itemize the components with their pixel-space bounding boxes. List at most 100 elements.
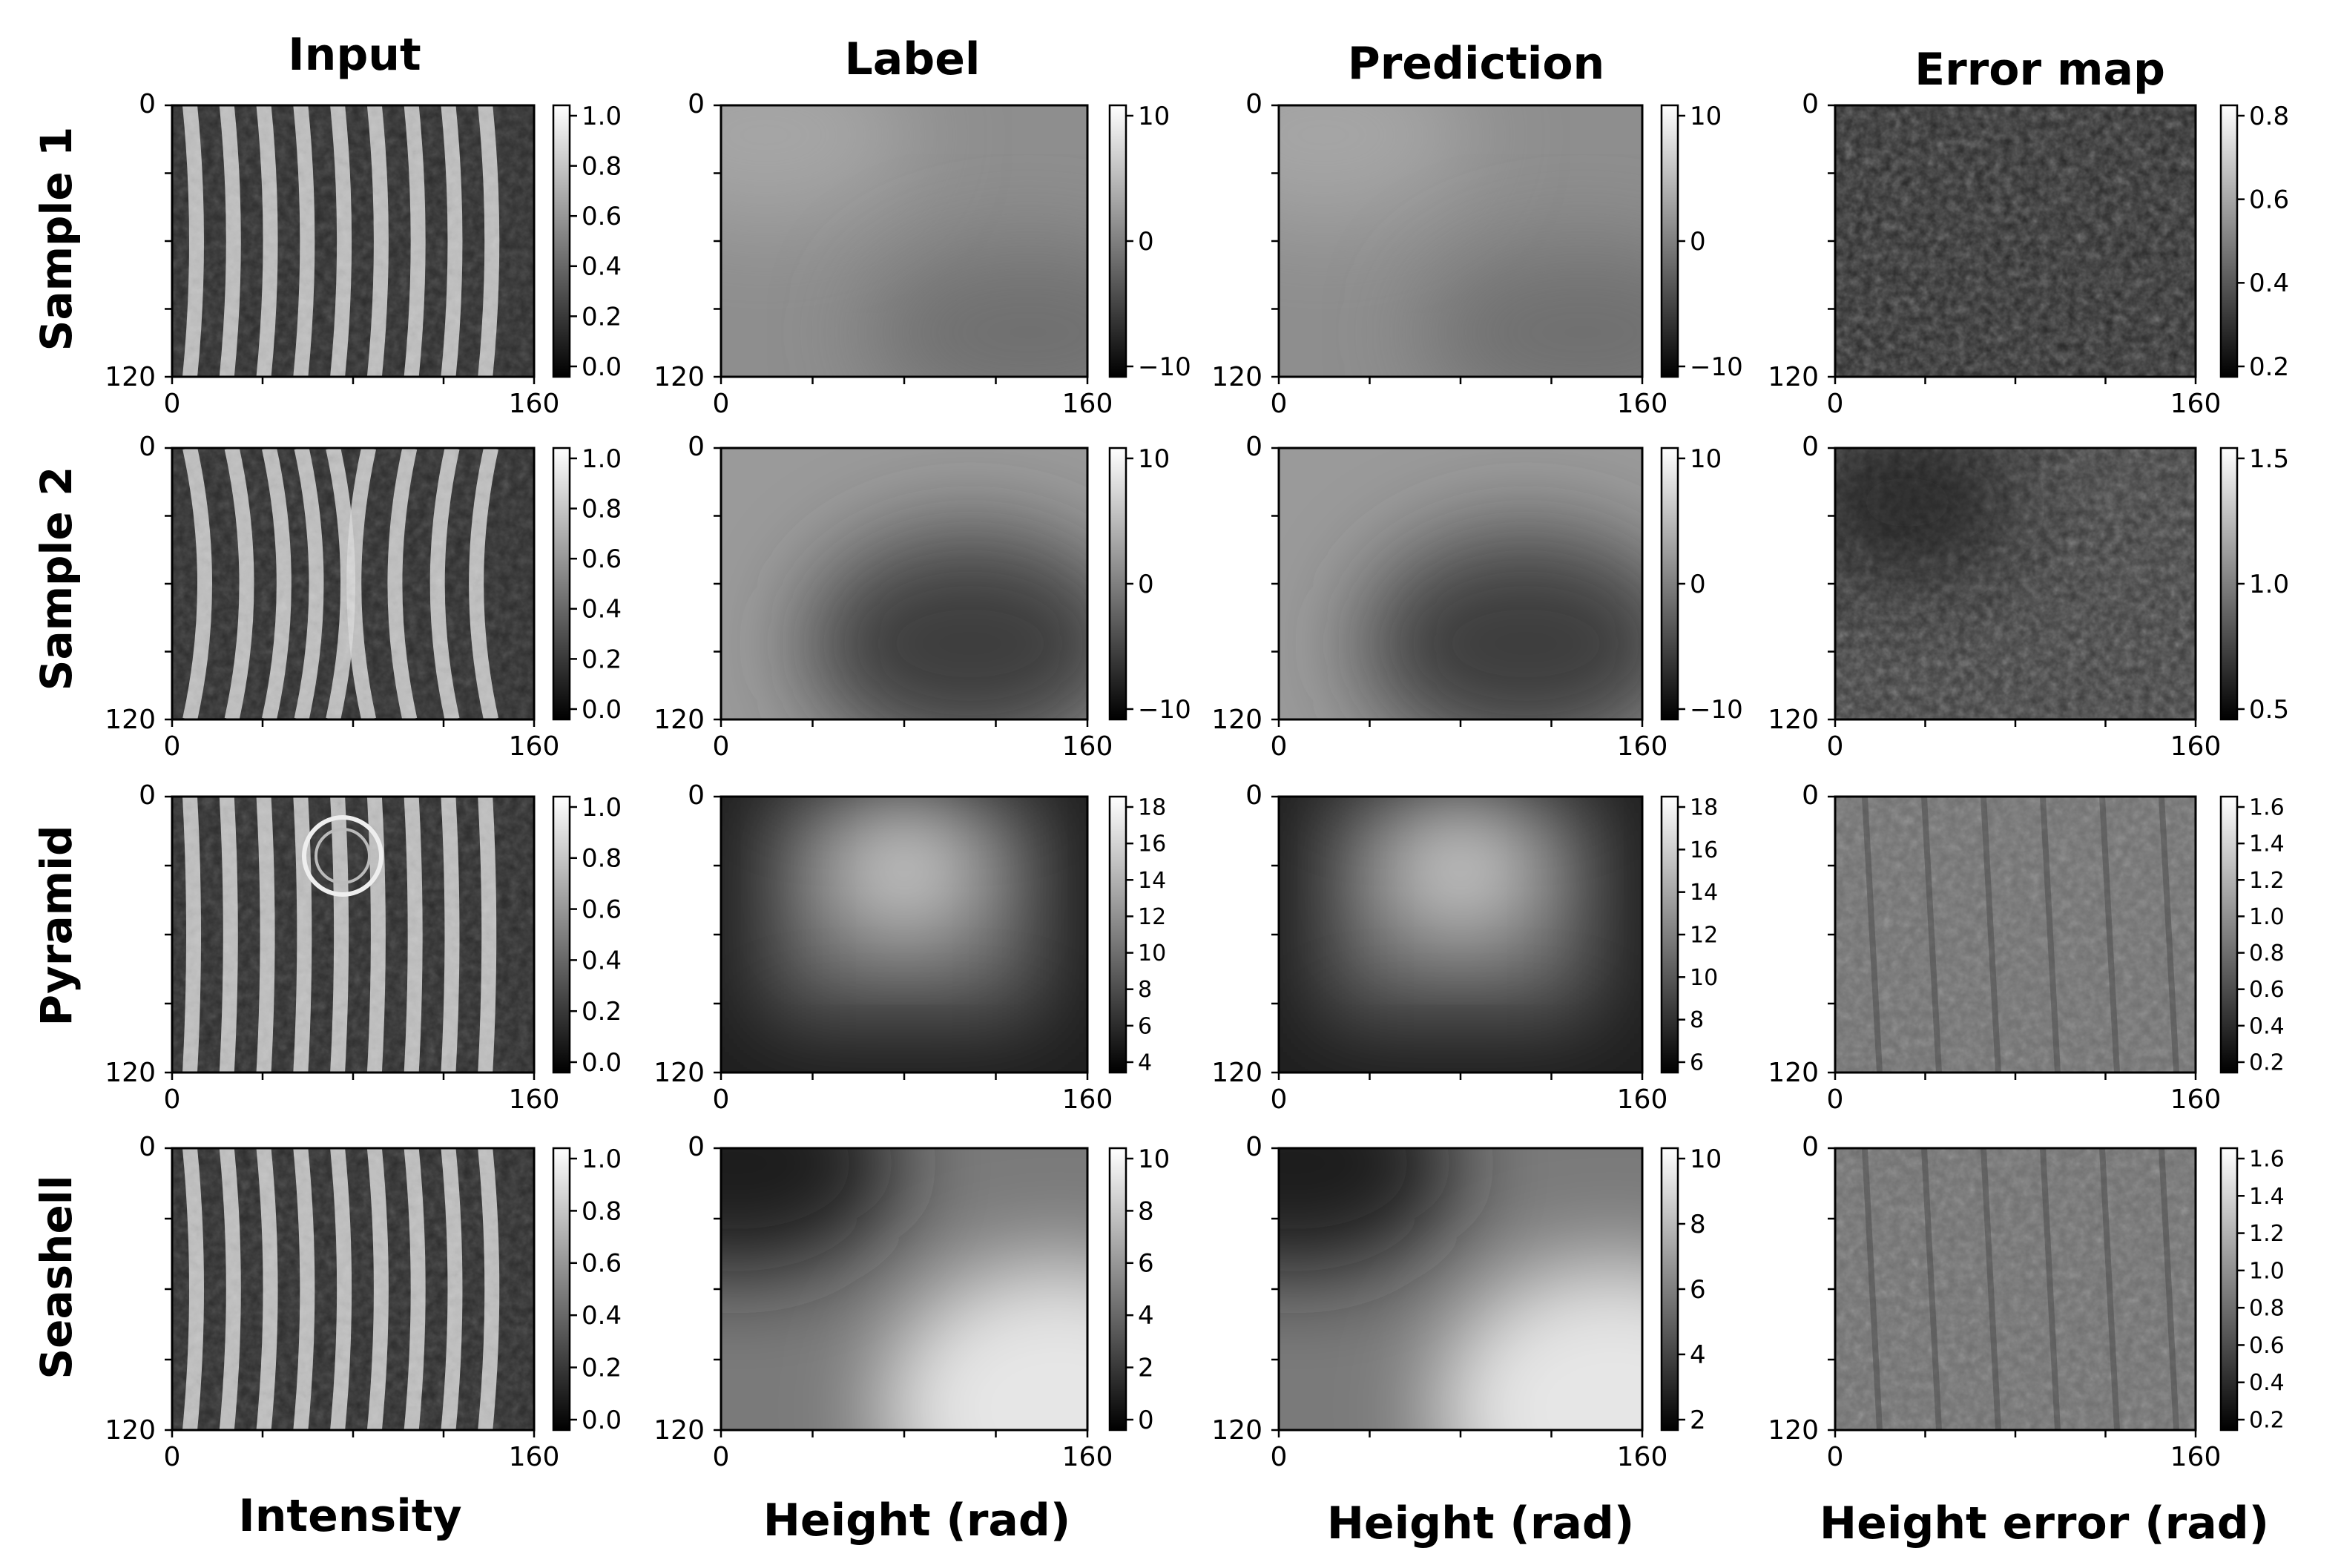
colorbar-tick-label: 0.4 [582,946,622,975]
colorbar-tick-label: 12 [1690,923,1718,949]
colorbar-tick-label: 1.0 [582,793,622,823]
colorbar-sample1-label: 10 0 −10 [1108,102,1191,382]
colorbar-tick-label: 0.6 [2249,185,2289,215]
colorbar-tick-label: 12 [1138,904,1166,930]
x-tick-label: 0 [164,731,181,762]
colorbar-tick-label: 1.5 [2249,444,2289,474]
colorbar-tick-label: 10 [1690,1144,1722,1174]
colorbar-sample1-error: 0.8 0.6 0.4 0.2 [2219,102,2289,382]
colorbar-tick-label: 0.0 [582,1048,622,1078]
colorbar-tick-label: 8 [1690,1210,1706,1239]
x-tick-label: 0 [713,1084,730,1115]
x-tick-label: 0 [164,1442,181,1472]
y-tick-label: 0 [1245,432,1262,462]
colorbar-pyramid-prediction: 18 16 14 12 10 8 6 [1660,795,1718,1076]
y-tick-label: 120 [653,1058,705,1088]
colorbar-tick-label: 6 [1690,1050,1704,1076]
y-tick-label: 120 [1768,362,1819,392]
column-title-input: Input [288,29,421,81]
colorbar-pyramid-error: 1.6 1.4 1.2 1.0 0.8 0.6 0.4 0.2 [2219,795,2285,1076]
colorbar-tick-label: 0.6 [582,202,622,231]
column-title-label: Label [844,33,981,85]
x-tick-label: 0 [164,389,181,419]
x-tick-label: 160 [1062,389,1113,419]
x-tick-label: 0 [713,1442,730,1472]
colorbar-tick-label: 4 [1138,1301,1154,1331]
colorbar-tick-label: 1.6 [2249,1147,2285,1173]
panel-pyramid-error: 0 160 0 120 1.6 1.4 1.2 1.0 0.8 0.6 0.4 0.2 [1768,780,2284,1115]
y-tick-label: 120 [1768,1415,1819,1446]
y-tick-label: 120 [1211,705,1262,735]
y-tick-label: 0 [139,780,156,811]
colorbar-tick-label: 16 [1138,831,1166,857]
x-tick-label: 0 [164,1084,181,1115]
x-tick-label: 160 [1617,1084,1668,1115]
colorbar-tick-label: 0.5 [2249,695,2289,725]
colorbar-seashell-prediction: 10 8 6 4 2 [1660,1144,1722,1435]
colorbar-tick-label: 1.0 [2249,1258,2285,1284]
panel-sample1-input: 0 160 0 120 1.0 0.8 0.6 0.4 0.2 0.0 [105,89,622,419]
colorbar-tick-label: 1.0 [2249,904,2285,930]
colorbar-tick-label: 0 [1690,227,1706,257]
panel-sample1-label: 0 160 0 120 10 0 −10 [653,89,1191,419]
colorbar-tick-label: 10 [1690,965,1718,991]
column-title-error-map: Error map [1914,44,2165,96]
colorbar-tick-label: 4 [1690,1340,1706,1370]
colorbar-tick-label: 0.0 [582,695,622,725]
panel-pyramid-prediction: 0 160 0 120 18 16 14 12 10 8 6 [1211,780,1718,1115]
y-tick-label: 0 [688,432,705,462]
x-tick-label: 160 [1062,731,1113,762]
x-tick-label: 0 [1827,1442,1844,1472]
colorbar-tick-label: 0 [1138,1406,1154,1435]
y-tick-label: 0 [688,1132,705,1162]
x-tick-label: 160 [509,1442,560,1472]
colorbar-tick-label: 0.8 [2249,102,2289,131]
y-tick-label: 120 [653,362,705,392]
colorbar-tick-label: 1.0 [582,444,622,474]
x-tick-label: 160 [509,1084,560,1115]
colorbar-tick-label: 0.0 [582,1406,622,1435]
colorbar-tick-label: 8 [1138,977,1152,1003]
panel-seashell-error: 0 160 0 120 1.6 1.4 1.2 1.0 0.8 0.6 0.4 0.2 [1768,1132,2284,1472]
x-tick-label: 0 [1271,1084,1288,1115]
colorbar-tick-label: 10 [1690,102,1722,131]
colorbar-tick-label: 6 [1690,1275,1706,1305]
colorbar-tick-label: 0.6 [582,1249,622,1279]
y-tick-label: 120 [105,362,156,392]
colorbar-tick-label: 10 [1138,444,1170,474]
colorbar-tick-label: 0.8 [582,152,622,182]
colorbar-tick-label: 0 [1138,227,1154,257]
colorbar-tick-label: 0.2 [582,302,622,332]
x-tick-label: 160 [1617,731,1668,762]
panel-pyramid-input: 0 160 0 120 1.0 0.8 0.6 0.4 0.2 0.0 [105,780,622,1115]
y-tick-label: 0 [1245,89,1262,119]
colorbar-tick-label: −10 [1690,695,1743,725]
x-label-height-prediction: Height (rad) [1326,1498,1635,1549]
y-tick-label: 120 [105,1415,156,1446]
colorbar-tick-label: 0.8 [2249,941,2285,966]
y-tick-label: 0 [1802,432,1819,462]
colorbar-tick-label: 14 [1690,880,1718,906]
colorbar-tick-label: 0.6 [2249,977,2285,1003]
y-tick-label: 120 [105,1058,156,1088]
colorbar-sample2-label: 10 0 −10 [1108,444,1191,725]
y-tick-label: 0 [1802,780,1819,811]
panel-sample1-prediction: 0 160 0 120 10 0 −10 [1211,89,1743,419]
colorbar-tick-label: 18 [1690,795,1718,821]
colorbar-tick-label: 10 [1138,1144,1170,1174]
panel-seashell-prediction: 0 160 0 120 10 8 6 4 2 [1211,1132,1722,1472]
y-tick-label: 0 [688,89,705,119]
y-tick-label: 0 [139,432,156,462]
x-tick-label: 160 [509,731,560,762]
colorbar-tick-label: 0 [1138,570,1154,599]
panel-sample2-prediction: 0 160 0 120 10 0 −10 [1211,432,1742,762]
colorbar-tick-label: 0.6 [582,544,622,574]
colorbar-tick-label: 18 [1138,795,1166,821]
colorbar-tick-label: 2 [1690,1406,1706,1435]
colorbar-seashell-label: 10 8 6 4 2 0 [1108,1144,1170,1435]
colorbar-tick-label: −10 [1690,352,1743,382]
panel-sample1-error: 0 160 0 120 0.8 0.6 0.4 0.2 [1768,89,2289,419]
y-tick-label: 120 [653,705,705,735]
colorbar-tick-label: 0.8 [582,495,622,524]
